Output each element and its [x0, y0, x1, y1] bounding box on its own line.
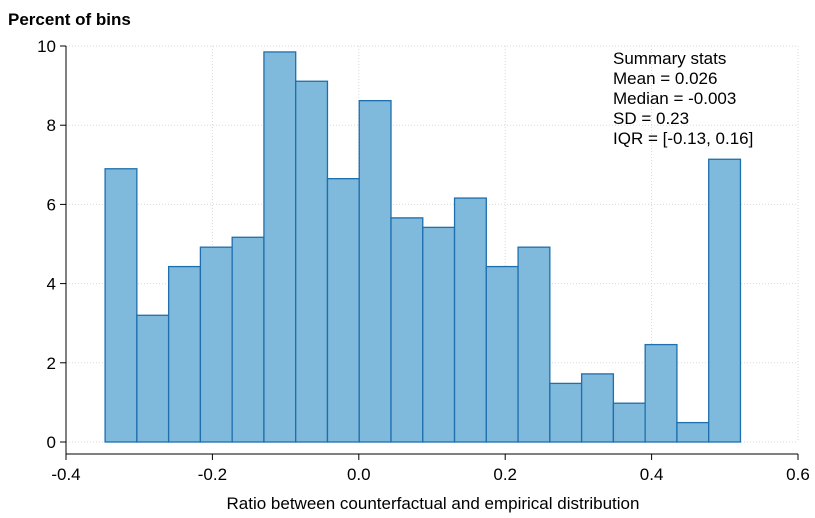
x-axis-title: Ratio between counterfactual and empiric…	[227, 494, 640, 513]
y-tick-label: 6	[47, 195, 56, 214]
histogram-bar	[580, 373, 615, 443]
histogram-bar	[295, 80, 329, 443]
summary-stats-line: SD = 0.23	[613, 109, 689, 128]
summary-stats-line: IQR = [-0.13, 0.16]	[613, 129, 753, 148]
histogram-bar	[167, 265, 202, 443]
y-tick-label: 2	[47, 354, 56, 373]
histogram-bar	[104, 168, 138, 443]
histogram-bar	[136, 314, 170, 443]
histogram-bar	[708, 158, 742, 443]
histogram-bar	[676, 421, 710, 443]
histogram-bar	[263, 51, 297, 443]
histogram-bar	[612, 402, 646, 443]
x-tick-label: 0.4	[640, 465, 664, 484]
histogram-bar	[644, 343, 678, 443]
histogram-bar	[517, 246, 551, 443]
histogram-bar	[326, 178, 360, 443]
x-tick-label: -0.4	[51, 465, 80, 484]
x-tick-label: 0.2	[493, 465, 517, 484]
summary-stats-line: Summary stats	[613, 49, 726, 68]
x-tick-label: 0.0	[347, 465, 371, 484]
y-tick-label: 10	[37, 37, 56, 56]
histogram-bar	[358, 99, 392, 443]
y-tick-label: 8	[47, 116, 56, 135]
histogram-bar	[453, 197, 487, 443]
y-axis-title: Percent of bins	[8, 10, 131, 29]
histogram-bar	[422, 226, 456, 443]
x-tick-label: 0.6	[786, 465, 810, 484]
histogram-bars	[104, 51, 742, 443]
summary-stats-line: Median = -0.003	[613, 89, 736, 108]
axes: 0 2 4 6 8 10 -0.4 -0.2 0.0 0.2 0.4 0.6	[37, 37, 810, 484]
y-tick-label: 0	[47, 433, 56, 452]
y-tick-label: 4	[47, 275, 56, 294]
histogram-bar	[231, 236, 265, 443]
histogram-bar	[485, 265, 519, 443]
summary-stats-line: Mean = 0.026	[613, 69, 717, 88]
histogram-bar	[549, 382, 583, 443]
histogram-bar	[390, 217, 424, 443]
x-tick-label: -0.2	[198, 465, 227, 484]
histogram-bar	[199, 246, 233, 443]
